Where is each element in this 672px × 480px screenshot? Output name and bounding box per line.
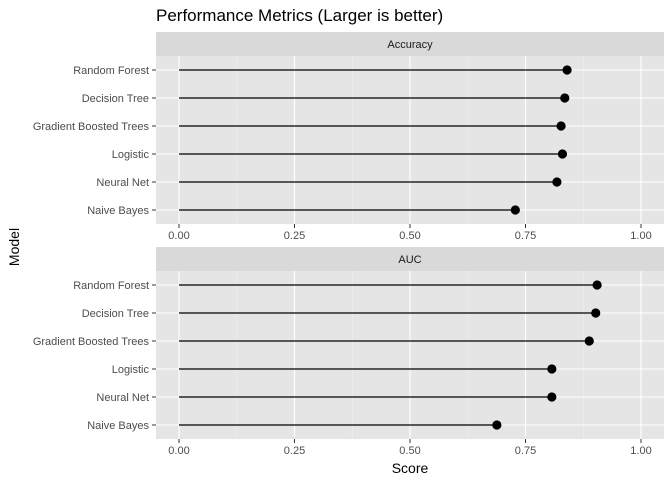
- x-tick-label: 0.75: [515, 230, 536, 242]
- lollipop-point: [556, 121, 566, 131]
- facet-panels: Accuracy Random Forest Decision Tree Gradie…: [33, 32, 664, 457]
- lollipop-point: [560, 93, 570, 103]
- lollipop-point: [584, 336, 594, 346]
- lollipop-point: [562, 65, 572, 75]
- lollipop-point: [510, 205, 520, 215]
- x-tick-label: 0.50: [399, 230, 420, 242]
- x-tick-label: 1.00: [630, 230, 651, 242]
- y-tick-label: Logistic: [112, 364, 150, 376]
- y-tick-label: Random Forest: [73, 65, 149, 77]
- lollipop-point: [592, 280, 602, 290]
- y-tick-label: Naive Bayes: [87, 205, 149, 217]
- lollipop-point: [547, 392, 557, 402]
- x-tick-label: 0.25: [284, 230, 305, 242]
- facet-strip-label: Accuracy: [387, 39, 433, 51]
- panel-accuracy: Accuracy Random Forest Decision Tree Gradie…: [33, 32, 664, 242]
- x-tick-label: 0.00: [168, 230, 189, 242]
- y-tick-label: Logistic: [112, 149, 150, 161]
- lollipop-point: [547, 364, 557, 374]
- y-tick-label: Decision Tree: [82, 93, 149, 105]
- lollipop-point: [557, 149, 568, 159]
- y-tick-label: Neural Net: [96, 392, 149, 404]
- x-tick-label: 0.50: [399, 445, 420, 457]
- chart-title: Performance Metrics (Larger is better): [156, 6, 443, 25]
- y-axis-title: Model: [6, 228, 22, 266]
- x-tick-label: 1.00: [630, 445, 651, 457]
- x-tick-label: 0.00: [168, 445, 189, 457]
- y-tick-label: Naive Bayes: [87, 420, 149, 432]
- y-tick-label: Gradient Boosted Trees: [33, 336, 150, 348]
- y-tick-label: Neural Net: [96, 177, 149, 189]
- x-tick-label: 0.75: [515, 445, 536, 457]
- lollipop-point: [492, 420, 502, 430]
- lollipop-point: [591, 308, 601, 318]
- y-tick-label: Random Forest: [73, 280, 149, 292]
- panel-auc: AUC Random Forest Decision Tree Gradient Bo…: [33, 247, 664, 457]
- facet-strip: [156, 32, 664, 56]
- lollipop-point: [552, 177, 562, 187]
- x-axis-title: Score: [392, 460, 429, 476]
- x-tick-label: 0.25: [284, 445, 305, 457]
- facet-strip: [156, 247, 664, 271]
- y-tick-label: Decision Tree: [82, 308, 149, 320]
- facet-strip-label: AUC: [398, 254, 421, 266]
- y-tick-label: Gradient Boosted Trees: [33, 121, 150, 133]
